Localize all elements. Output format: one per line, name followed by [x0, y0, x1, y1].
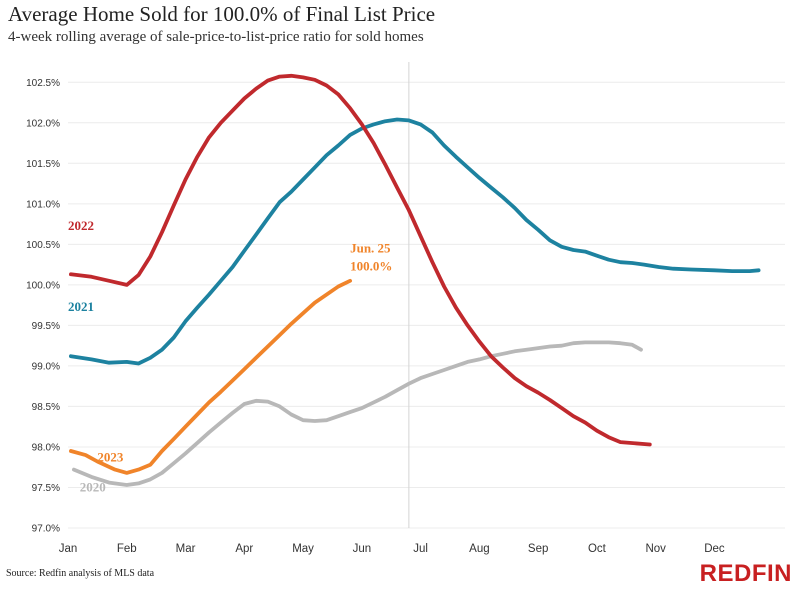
- y-tick-label: 102.0%: [26, 118, 60, 129]
- series-label-2021: 2021: [68, 299, 94, 314]
- x-tick-label: Sep: [528, 543, 548, 555]
- x-tick-label: Jul: [413, 543, 428, 555]
- x-tick-label: Dec: [704, 543, 725, 555]
- source-note: Source: Redfin analysis of MLS data: [6, 568, 155, 579]
- chart-subtitle: 4-week rolling average of sale-price-to-…: [8, 29, 424, 45]
- annotation-date: Jun. 25: [350, 240, 391, 255]
- x-tick-label: Mar: [176, 543, 196, 555]
- x-tick-label: Jan: [59, 543, 78, 555]
- y-tick-label: 98.0%: [32, 442, 60, 453]
- y-tick-label: 101.0%: [26, 199, 60, 210]
- y-tick-label: 99.5%: [32, 321, 60, 332]
- series-label-2020: 2020: [80, 480, 106, 495]
- series-line-2020: [72, 340, 643, 487]
- x-tick-label: Nov: [645, 543, 666, 555]
- y-tick-label: 100.0%: [26, 280, 60, 291]
- x-tick-label: Apr: [235, 543, 253, 555]
- x-tick-label: Feb: [117, 543, 137, 555]
- chart-title: Average Home Sold for 100.0% of Final Li…: [8, 2, 436, 26]
- y-tick-label: 97.5%: [32, 483, 60, 494]
- annotation-value: 100.0%: [350, 258, 392, 273]
- series-line-2022: [69, 73, 652, 447]
- series-line-2023: [69, 278, 352, 475]
- series-label-2022: 2022: [68, 218, 94, 233]
- y-tick-label: 98.5%: [32, 402, 60, 413]
- x-tick-label: Aug: [469, 543, 489, 555]
- y-tick-label: 99.0%: [32, 361, 60, 372]
- x-tick-label: May: [292, 543, 314, 555]
- y-tick-label: 100.5%: [26, 240, 60, 251]
- y-tick-label: 101.5%: [26, 159, 60, 170]
- y-tick-label: 97.0%: [32, 524, 60, 535]
- series-label-2023: 2023: [97, 450, 124, 465]
- redfin-logo: REDFIN: [699, 560, 792, 587]
- x-tick-label: Jun: [353, 543, 372, 555]
- y-tick-label: 102.5%: [26, 78, 60, 89]
- series-line-2021: [69, 117, 761, 366]
- x-tick-label: Oct: [588, 543, 607, 555]
